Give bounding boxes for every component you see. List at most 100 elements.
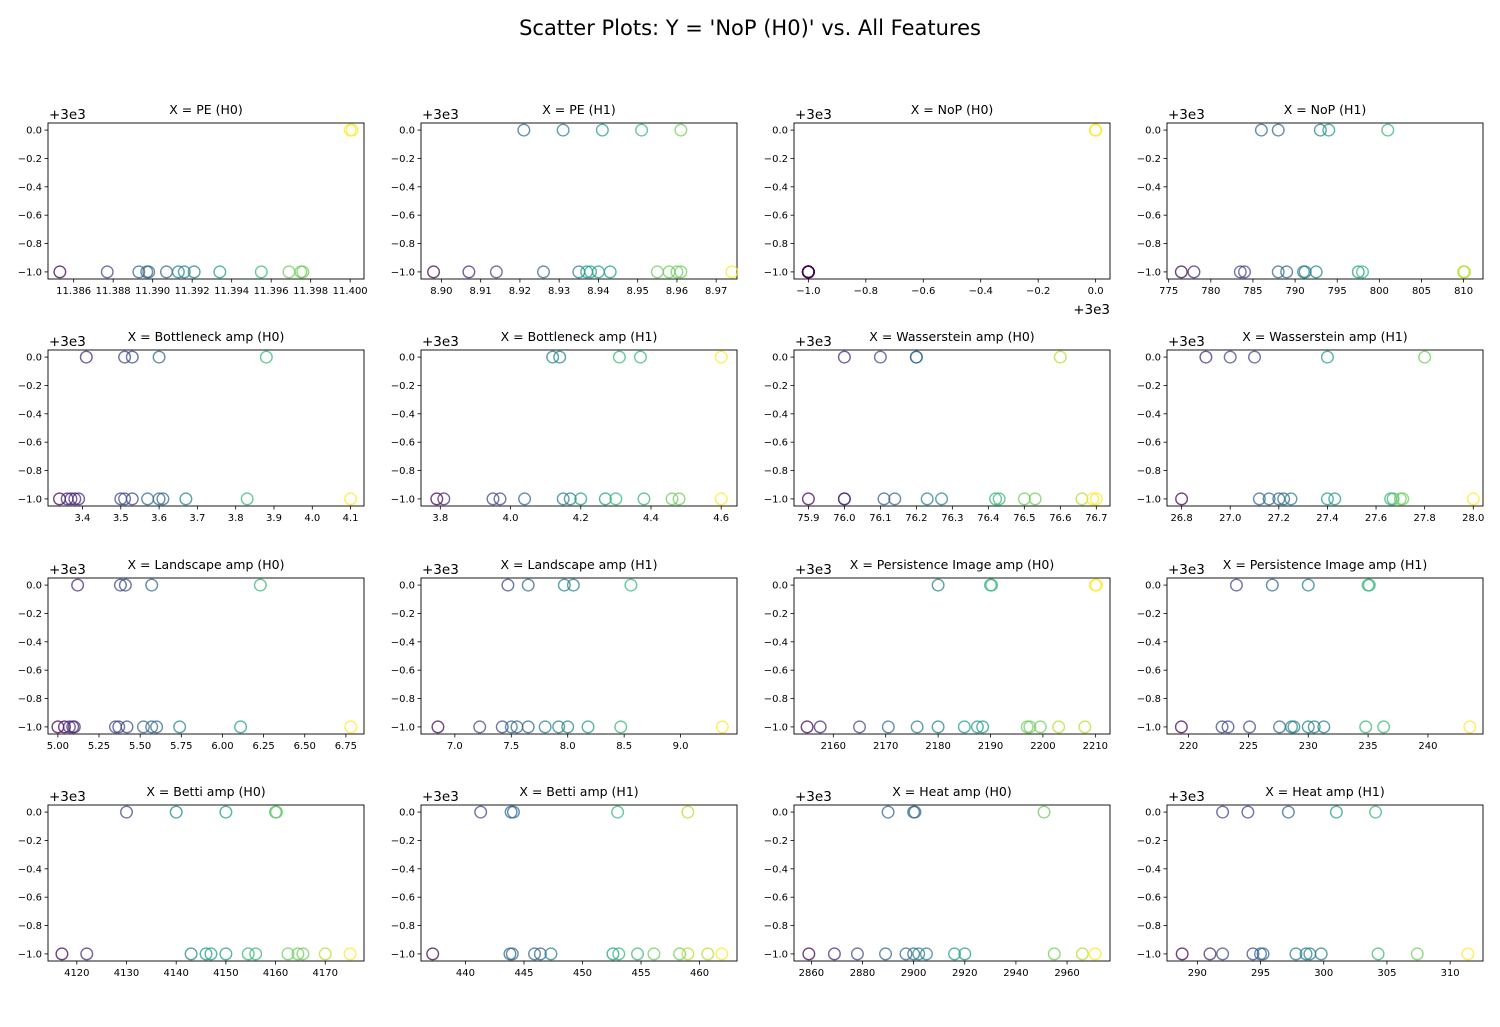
y-tick-label: −1.0 [18,494,42,505]
x-tick-label: 7.5 [503,741,519,752]
subplot-6: X = Bottleneck amp (H1) +3e3 0.0 −0.2 −0.4 −0… [391,329,738,524]
x-tick-label: 4130 [114,968,139,979]
y-tick-label: −0.6 [391,438,415,449]
data-point [1017,492,1031,506]
data-point [270,805,284,819]
axes-frame [793,349,1111,507]
x-tick-label: 805 [1412,286,1431,297]
data-point [1221,720,1235,734]
data-point [486,492,500,506]
y-tick-label: 0.0 [399,581,415,592]
data-point [518,492,532,506]
y-offset-label: +3e3 [795,334,832,350]
data-point [521,720,535,734]
data-point [681,947,695,961]
data-point [1277,492,1291,506]
data-point [296,265,310,279]
x-tick-label: 27.6 [1365,513,1387,524]
data-point [72,492,86,506]
y-tick-label: −0.4 [18,182,42,193]
y-tick-label: −0.6 [764,666,788,677]
y-tick-label: −0.4 [391,182,415,193]
x-tick-label: 460 [690,968,709,979]
data-point [1301,578,1315,592]
x-tick-label: 76.0 [833,513,855,524]
y-tick-label: 0.0 [772,353,788,364]
subplot-3: X = NoP (H0) +3e3 +3e3 0.0 −0.2 −0.4 −0.6 −0.8 −… [764,102,1111,318]
data-point [118,492,132,506]
y-tick-label: −0.8 [391,239,415,250]
data-point [1322,123,1336,137]
y-offset-label: +3e3 [422,789,459,805]
subplot-title: X = Landscape amp (H0) [128,557,285,572]
x-tick-label: 4.0 [503,513,519,524]
data-point [219,947,233,961]
subplot-10: X = Landscape amp (H1) +3e3 0.0 −0.2 −0.4 −0.… [391,557,738,752]
data-point [853,720,867,734]
y-tick-label: −0.4 [391,409,415,420]
data-point [672,492,686,506]
data-point [1175,947,1189,961]
y-tick-label: −0.6 [764,438,788,449]
x-tick-label: 3.5 [113,513,129,524]
data-point [1174,720,1188,734]
data-point [624,578,638,592]
data-point [120,720,134,734]
x-tick-label: 75.9 [797,513,819,524]
x-tick-label: −0.6 [911,286,935,297]
y-tick-label: −1.0 [1137,949,1161,960]
data-point [501,578,515,592]
x-tick-label: 2920 [952,968,977,979]
x-tick-label: 6.50 [294,741,316,752]
y-tick-label: −0.8 [1137,239,1161,250]
subplot-13: X = Betti amp (H0) +3e3 0.0 −0.2 −0.4 −0.6 −0.… [18,784,365,979]
data-point [1238,265,1252,279]
y-tick-label: −0.8 [764,466,788,477]
x-tick-label: 310 [1441,968,1460,979]
data-point [345,123,359,137]
data-point [145,578,159,592]
x-tick-label: 28.0 [1462,513,1484,524]
axes-frame [1166,349,1484,507]
data-point [474,805,488,819]
data-point [71,578,85,592]
axes-frame [1166,122,1484,280]
y-tick-label: −0.6 [18,666,42,677]
y-tick-label: −1.0 [18,949,42,960]
y-tick-label: −0.6 [391,666,415,677]
data-point [907,947,921,961]
data-point [1320,492,1334,506]
y-tick-label: −0.2 [764,836,788,847]
x-tick-label: 780 [1201,286,1220,297]
data-point [888,492,902,506]
data-point [606,947,620,961]
x-tick-label: 11.390 [135,286,170,297]
data-point [431,720,445,734]
y-tick-label: −1.0 [1137,267,1161,278]
data-point [931,578,945,592]
data-point [1410,947,1424,961]
data-point [80,947,94,961]
x-tick-label: 3.8 [432,513,448,524]
data-point [837,350,851,364]
data-point [177,265,191,279]
y-tick-label: 0.0 [26,126,42,137]
data-point [566,578,580,592]
data-point [1216,947,1230,961]
data-point [674,265,688,279]
subplot-14: X = Betti amp (H1) +3e3 0.0 −0.2 −0.4 −0.6 −0.… [391,784,738,979]
data-point [1216,805,1230,819]
y-offset-label: +3e3 [1168,789,1205,805]
subplot-title: X = Wasserstein amp (H0) [869,329,1034,344]
data-point [62,720,76,734]
data-point [1271,123,1285,137]
data-point [169,805,183,819]
data-point [1265,578,1279,592]
x-tick-label: 8.92 [509,286,531,297]
y-tick-label: −1.0 [764,494,788,505]
x-tick-label: 76.2 [905,513,927,524]
x-tick-label: 5.00 [47,741,69,752]
y-tick-label: −0.8 [764,239,788,250]
x-tick-label: 440 [456,968,475,979]
data-point [800,720,814,734]
